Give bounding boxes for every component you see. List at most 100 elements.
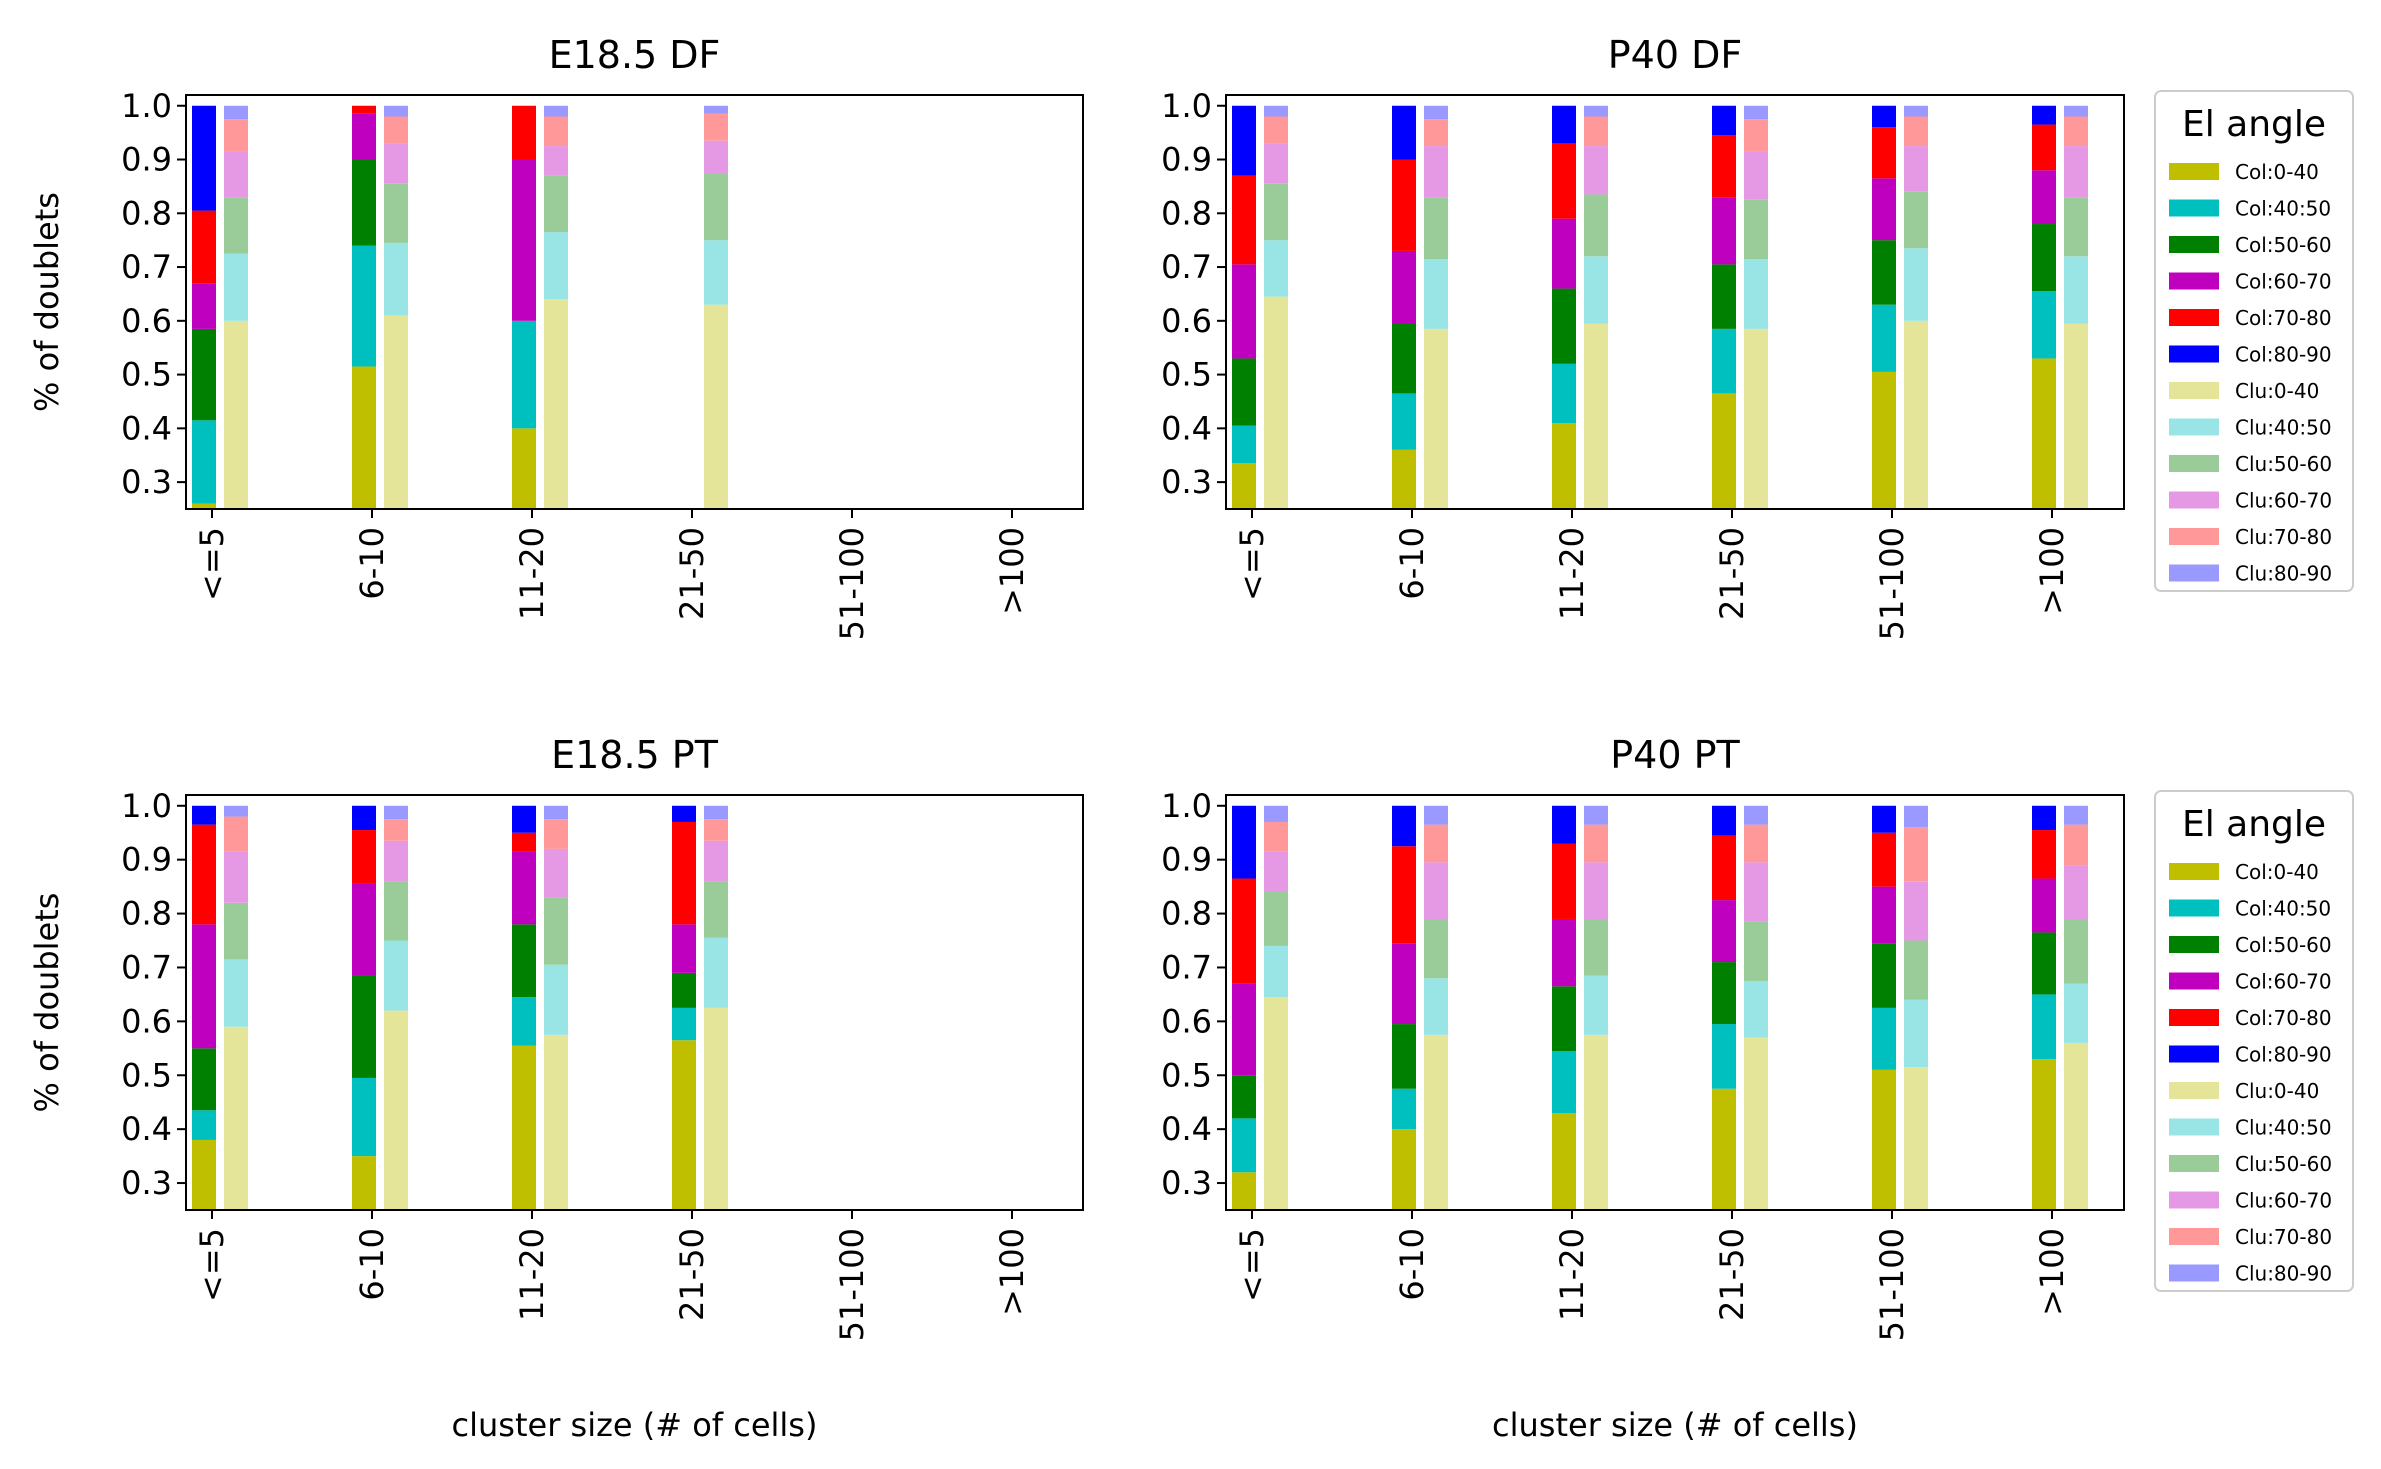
col-bar-4-segment-4	[672, 924, 696, 973]
y-tick-label: 0.7	[1161, 248, 1212, 286]
clu-bar-4-segment-1	[704, 1007, 728, 1210]
clu-bar-4-segment-2	[704, 240, 728, 305]
clu-bar-2-segment-3	[384, 183, 408, 243]
x-tick-label: 6-10	[353, 1228, 391, 1301]
clu-bar-3-segment-5	[1584, 824, 1608, 863]
clu-bar-4-segment-4	[1744, 151, 1768, 200]
axes-frame	[1225, 794, 2125, 1211]
col-bar-1-segment-1	[1232, 1172, 1256, 1210]
clu-bar-4-segment-3	[1744, 921, 1768, 981]
legend-entry-label: Col:70-80	[2235, 1006, 2332, 1030]
col-bar-2-segment-5	[1392, 159, 1416, 251]
legend-2: El angle Col:0-40 Col:40:50 Col:50-60 Col:60…	[2154, 790, 2354, 1292]
y-tick-label: 1.0	[1161, 87, 1212, 125]
clu-bar-1-segment-5	[224, 119, 248, 152]
clu-bar-2-segment-2	[1424, 978, 1448, 1035]
clu-bar-1-segment-1	[224, 320, 248, 509]
y-tick-label: 0.4	[121, 1110, 172, 1148]
y-tick-label: 0.5	[121, 1056, 172, 1094]
clu-bar-2-segment-1	[384, 315, 408, 509]
legend-entry-label: Clu:40:50	[2235, 1116, 2332, 1140]
legend-swatch	[2169, 236, 2219, 253]
clu-bar-4-segment-6	[1744, 805, 1768, 825]
clu-bar-3-segment-2	[544, 232, 568, 300]
clu-bar-2-segment-4	[384, 840, 408, 882]
col-bar-1-segment-3	[192, 328, 216, 421]
x-tick-label: 11-20	[513, 527, 551, 620]
clu-bar-2-segment-2	[384, 242, 408, 316]
col-bar-4-segment-6	[1712, 105, 1736, 136]
axes-frame	[1225, 94, 2125, 510]
clu-bar-6-segment-6	[2064, 105, 2088, 117]
col-bar-3-segment-2	[1552, 363, 1576, 423]
legend-entry-label: Col:60-70	[2235, 970, 2332, 994]
y-tick-label: 0.8	[121, 194, 172, 232]
col-bar-2-segment-1	[1392, 449, 1416, 509]
clu-bar-1-segment-2	[224, 959, 248, 1027]
col-bar-2-segment-2	[352, 1077, 376, 1157]
x-tick-label: >100	[2033, 1228, 2071, 1316]
col-bar-1-segment-6	[192, 105, 216, 211]
col-bar-2-segment-4	[352, 883, 376, 976]
col-bar-2-segment-5	[1392, 846, 1416, 944]
x-tick-label: 51-100	[1873, 527, 1911, 640]
legend-swatch	[2169, 491, 2219, 509]
y-tick-label: 0.5	[1161, 1056, 1212, 1094]
col-bar-2-segment-3	[1392, 323, 1416, 394]
col-bar-5-segment-6	[1872, 105, 1896, 128]
clu-bar-1-segment-6	[1264, 105, 1288, 117]
clu-bar-1-segment-1	[1264, 997, 1288, 1210]
clu-bar-3-segment-2	[1584, 975, 1608, 1035]
legend-swatch	[2169, 1155, 2219, 1172]
col-bar-3-segment-4	[512, 851, 536, 925]
col-bar-3-segment-5	[1552, 143, 1576, 219]
x-tick-label: <=5	[1233, 527, 1271, 601]
x-tick-label: 6-10	[353, 527, 391, 600]
col-bar-5-segment-6	[1872, 805, 1896, 833]
clu-bar-1-segment-3	[224, 902, 248, 960]
legend-entry-label: Clu:50-60	[2235, 1152, 2332, 1176]
clu-bar-5-segment-3	[1904, 191, 1928, 249]
clu-bar-6-segment-4	[2064, 146, 2088, 198]
clu-bar-4-segment-3	[704, 881, 728, 938]
col-bar-5-segment-5	[1872, 127, 1896, 179]
clu-bar-2-segment-5	[384, 819, 408, 841]
legend-entry-label: Clu:0-40	[2235, 1079, 2319, 1103]
col-bar-2-segment-2	[1392, 1088, 1416, 1130]
clu-bar-1-segment-2	[1264, 240, 1288, 297]
clu-bar-2-segment-1	[384, 1010, 408, 1210]
col-bar-2-segment-4	[352, 113, 376, 160]
clu-bar-2-segment-6	[384, 805, 408, 820]
col-bar-3-segment-3	[1552, 288, 1576, 364]
x-tick-label: 21-50	[673, 1228, 711, 1321]
col-bar-2-segment-4	[1392, 943, 1416, 1025]
legend-swatch	[2169, 1045, 2219, 1063]
x-tick-label: <=5	[1233, 1228, 1271, 1302]
col-bar-3-segment-2	[512, 997, 536, 1046]
y-tick-label: 0.4	[121, 409, 172, 447]
x-axis-label: cluster size (# of cells)	[452, 1406, 818, 1444]
legend-entry-label: Clu:80-90	[2235, 1262, 2332, 1286]
clu-bar-1-segment-4	[1264, 851, 1288, 893]
clu-bar-6-segment-6	[2064, 805, 2088, 825]
col-bar-6-segment-2	[2032, 994, 2056, 1060]
clu-bar-5-segment-2	[1904, 248, 1928, 321]
x-tick-label: 51-100	[1873, 1228, 1911, 1341]
col-bar-6-segment-1	[2032, 358, 2056, 509]
clu-bar-1-segment-3	[224, 197, 248, 254]
x-tick-label: 51-100	[833, 527, 871, 640]
legend-entry-label: Clu:0-40	[2235, 379, 2319, 403]
col-bar-3-segment-2	[1552, 1051, 1576, 1113]
col-bar-6-segment-4	[2032, 170, 2056, 225]
clu-bar-6-segment-4	[2064, 865, 2088, 919]
legend-swatch	[2169, 972, 2219, 990]
clu-bar-6-segment-3	[2064, 918, 2088, 984]
clu-bar-1-segment-5	[224, 816, 248, 852]
clu-bar-2-segment-3	[384, 881, 408, 941]
clu-bar-5-segment-1	[1904, 1067, 1928, 1210]
clu-bar-3-segment-3	[544, 175, 568, 233]
col-bar-3-segment-3	[512, 924, 536, 998]
legend-entry-label: Clu:60-70	[2235, 489, 2332, 513]
clu-bar-2-segment-4	[384, 143, 408, 184]
clu-bar-4-segment-2	[704, 937, 728, 1008]
